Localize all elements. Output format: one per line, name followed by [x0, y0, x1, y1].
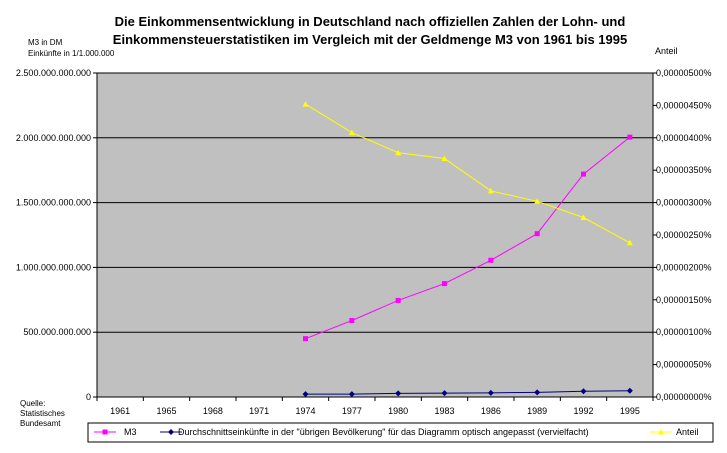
series-2-point-10: [580, 214, 587, 221]
right-tick-label-10: 0,00000500%: [656, 68, 712, 78]
right-tick-label-0: 0,00000000%: [656, 392, 712, 402]
series-0-point-6: [395, 297, 401, 303]
left-tick-label-3: 1.500.000.000.000: [16, 198, 91, 208]
series-0-point-8: [488, 257, 494, 263]
series-2-point-5: [348, 129, 355, 136]
right-axis-ticks: 0,00000000% 0,00000050% 0,00000100% 0,00000…: [653, 68, 712, 402]
gridlines: [96, 72, 654, 398]
x-tick-label-8: 1986: [481, 406, 501, 416]
series-1-point-8: [487, 389, 494, 396]
series-0-point-10: [581, 171, 586, 177]
source-line-2: Statistisches: [20, 409, 65, 418]
series-1-point-10: [580, 388, 587, 395]
x-tick-label-2: 1968: [203, 406, 223, 416]
x-tick-label-4: 1974: [295, 406, 315, 416]
chart-title-line-1: Die Einkommensentwicklung in Deutschland…: [115, 14, 626, 29]
series-0-point-7: [442, 281, 447, 287]
series-2-point-7: [441, 155, 448, 162]
series-1-point-9: [534, 389, 541, 396]
source-line-1: Quelle:: [20, 399, 45, 408]
left-tick-label-2: 1.000.000.000.000: [16, 262, 91, 272]
left-axis-ticks: 0 500.000.000.000 1.000.000.000.000 1.500.0…: [16, 68, 97, 402]
x-tick-label-0: 1961: [110, 406, 130, 416]
left-axis-label-line-2: Einkünfte in 1/1.000.000: [28, 49, 115, 58]
plot-area: [96, 72, 654, 398]
left-tick-label-5: 2.500.000.000.000: [16, 68, 91, 78]
legend-box: [87, 422, 714, 443]
series-line-1: [305, 390, 630, 395]
series-1-point-6: [395, 390, 402, 397]
series-0-point-9: [534, 231, 540, 237]
series-1-point-4: [302, 391, 309, 398]
legend-label-2: Anteil: [676, 427, 699, 437]
x-tick-label-3: 1971: [249, 406, 269, 416]
series-layer: [302, 101, 633, 398]
series-line-0: [305, 136, 631, 340]
chart-title-line-2: Einkommensteuerstatistiken im Vergleich …: [113, 32, 627, 47]
right-tick-label-5: 0,00000250%: [656, 230, 712, 240]
legend-label-1: Durchschnittseinkünfte in der "übrigen B…: [178, 427, 589, 437]
series-1-point-7: [441, 390, 448, 397]
right-tick-label-2: 0,00000100%: [656, 327, 712, 337]
legend-marker-2: [658, 429, 664, 435]
series-0-point-5: [349, 318, 355, 324]
series-1-point-11: [626, 387, 633, 394]
left-axis-label-line-1: M3 in DM: [28, 38, 63, 47]
series-1-point-5: [348, 391, 355, 398]
legend-marker-1: [168, 429, 174, 435]
right-tick-label-4: 0,00000200%: [656, 262, 712, 272]
x-tick-label-11: 1995: [620, 406, 640, 416]
series-2-point-9: [534, 198, 541, 204]
x-tick-label-1: 1965: [156, 406, 176, 416]
x-tick-label-6: 1980: [388, 406, 408, 416]
left-tick-label-1: 500.000.000.000: [23, 327, 91, 337]
series-2-point-8: [487, 187, 494, 194]
source-line-3: Bundesamt: [20, 419, 61, 428]
series-0-point-4: [303, 336, 308, 342]
right-axis-label: Anteil: [655, 46, 678, 56]
x-axis-ticks: 1961 1965 1968 1971 1974 1977 1980 1983 1986 1989…: [96, 397, 654, 416]
left-tick-label-4: 2.000.000.000.000: [16, 133, 91, 143]
x-tick-label-7: 1983: [434, 406, 454, 416]
x-tick-label-9: 1989: [527, 406, 547, 416]
series-2-point-11: [626, 239, 633, 246]
left-tick-label-0: 0: [86, 392, 91, 402]
right-tick-label-9: 0,00000450%: [656, 100, 712, 110]
right-tick-label-7: 0,00000350%: [656, 165, 712, 175]
series-2-point-4: [302, 101, 309, 107]
right-tick-label-1: 0,00000050%: [656, 360, 712, 370]
legend-label-0: M3: [124, 427, 137, 437]
x-tick-label-10: 1992: [573, 406, 593, 416]
right-tick-label-6: 0,00000300%: [656, 198, 712, 208]
right-tick-label-3: 0,00000150%: [656, 295, 712, 305]
series-2-point-6: [395, 149, 402, 156]
right-tick-label-8: 0,00000400%: [656, 133, 712, 143]
x-tick-label-5: 1977: [342, 406, 362, 416]
legend-marker-0: [102, 429, 108, 435]
legend: M3 Durchschnittseinkünfte in der "übrigen…: [94, 427, 699, 437]
series-line-2: [305, 103, 631, 244]
series-0-point-11: [627, 134, 633, 140]
